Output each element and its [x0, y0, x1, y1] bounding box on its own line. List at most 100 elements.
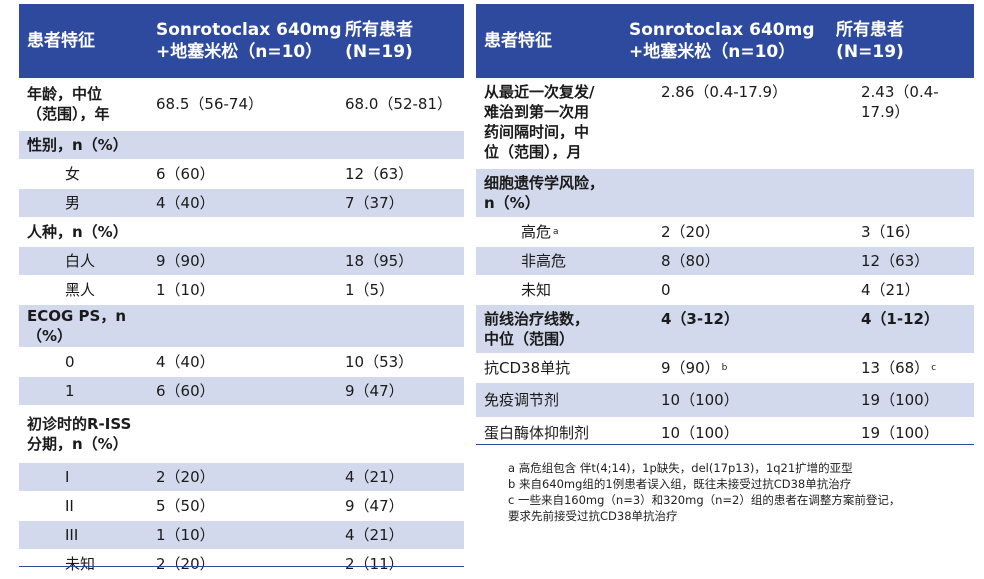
value-all-patients-text: 3（16） — [861, 223, 920, 241]
row-label-text: 免疫调节剂 — [484, 391, 560, 409]
value-all-patients: 9（47） — [345, 377, 404, 405]
row-label: 细胞遗传学风险， n（%） — [484, 169, 604, 217]
value-all-patients: 4（1-12） — [861, 305, 939, 353]
value-sonrotoclax-text: 9（90） — [156, 252, 215, 270]
value-sonrotoclax-text: 9（90） — [661, 359, 720, 377]
footnote-b: b 来自640mg组的1例患者误入组，既往未接受过抗CD38单抗治疗 — [508, 477, 852, 491]
table-row: 男 4（40） 7（37） — [19, 189, 464, 218]
value-all-patients: 13（68） c — [861, 354, 936, 382]
table-row: III 1（10） 4（21） — [19, 521, 464, 550]
row-label-text: 黑人 — [65, 281, 96, 299]
value-all-patients-text: 19（100） — [861, 391, 939, 409]
value-sonrotoclax: 6（60） — [156, 160, 215, 188]
table-row: 黑人 1（10） 1（5） — [19, 276, 464, 305]
value-sonrotoclax: 8（80） — [661, 247, 720, 275]
row-label: 性别，n（%） — [27, 131, 128, 159]
table-row: 蛋白酶体抑制剂 10（100） 19（100） — [476, 418, 974, 449]
row-label-text: 前线治疗线数， 中位（范围） — [484, 310, 590, 348]
value-all-patients: 12（63） — [861, 247, 929, 275]
value-all-patients-text: 4（21） — [345, 526, 404, 544]
header-characteristic: 患者特征 — [27, 4, 95, 78]
value-all-patients: 68.0（52-81） — [345, 78, 452, 130]
row-label-text: 1 — [65, 382, 75, 400]
table-row: 0 4（40） 10（53） — [19, 348, 464, 377]
value-sonrotoclax: 5（50） — [156, 492, 215, 520]
row-label: 1 — [65, 377, 75, 405]
value-sonrotoclax-text: 2（20） — [661, 223, 720, 241]
row-label-text: 人种，n（%） — [27, 223, 128, 241]
table-row: 年龄，中位 （范围），年 68.5（56-74） 68.0（52-81） — [19, 78, 464, 131]
header-text: 所有患者 (N=19) — [345, 20, 413, 62]
table-row: 前线治疗线数， 中位（范围） 4（3-12） 4（1-12） — [476, 305, 974, 354]
row-label: 年龄，中位 （范围），年 — [27, 78, 110, 130]
row-label-text: 男 — [65, 194, 81, 212]
row-label-text: 性别，n（%） — [27, 136, 128, 154]
row-label-text: ECOG PS，n （%） — [27, 307, 127, 345]
left-characteristics-table: 患者特征 Sonrotoclax 640mg +地塞米松（n=10） 所有患者 … — [19, 4, 464, 579]
value-all-patients-text: 9（47） — [345, 497, 404, 515]
value-sonrotoclax-text: 2（20） — [156, 468, 215, 486]
value-sonrotoclax: 1（10） — [156, 276, 215, 304]
value-all-patients: 9（47） — [345, 492, 404, 520]
row-label-text: 抗CD38单抗 — [484, 359, 571, 377]
value-all-patients: 4（21） — [861, 276, 920, 304]
footnotes: a 高危组包含 伴t(4;14)，1p缺失，del(17p13)，1q21扩增的… — [508, 460, 968, 524]
table-row: 人种，n（%） — [19, 218, 464, 247]
value-all-patients: 12（63） — [345, 160, 413, 188]
value-sonrotoclax: 2（20） — [156, 463, 215, 491]
value-all-patients-text: 4（21） — [345, 468, 404, 486]
table-row: ECOG PS，n （%） — [19, 305, 464, 348]
header-all-patients: 所有患者 (N=19) — [836, 4, 904, 78]
row-label: 白人 — [65, 247, 95, 275]
header-text: Sonrotoclax 640mg +地塞米松（n=10） — [156, 20, 342, 62]
value-sonrotoclax-text: 1（10） — [156, 281, 215, 299]
row-label: 未知 — [65, 550, 95, 578]
row-label: ECOG PS，n （%） — [27, 305, 126, 347]
value-all-patients: 18（95） — [345, 247, 413, 275]
header-sonrotoclax: Sonrotoclax 640mg +地塞米松（n=10） — [629, 4, 815, 78]
row-label-text: I — [65, 468, 70, 486]
table-row: 免疫调节剂 10（100） 19（100） — [476, 383, 974, 418]
value-sonrotoclax-text: 0 — [661, 281, 671, 299]
right-bottom-rule — [476, 444, 974, 445]
table-row: 从最近一次复发/ 难治到第一次用 药间隔时间，中 位（范围），月 2.86（0.4… — [476, 78, 974, 169]
value-sonrotoclax-text: 2（20） — [156, 555, 215, 573]
value-all-patients-text: 18（95） — [345, 252, 414, 270]
value-sonrotoclax: 1（10） — [156, 521, 215, 549]
value-all-patients-text: 12（63） — [345, 165, 414, 183]
row-label-text: 女 — [65, 165, 81, 183]
value-all-patients-text: 9（47） — [345, 382, 404, 400]
value-sonrotoclax: 9（90） — [156, 247, 215, 275]
row-label-text: 未知 — [521, 281, 552, 299]
table-row: 初诊时的R-ISS 分期，n（%） — [19, 406, 464, 463]
value-all-patients: 19（100） — [861, 418, 939, 448]
value-all-patients-text: 10（53） — [345, 353, 414, 371]
header-all-patients: 所有患者 (N=19) — [345, 4, 413, 78]
table-row: 细胞遗传学风险， n（%） — [476, 169, 974, 218]
row-label: 人种，n（%） — [27, 218, 128, 246]
value-all-patients-text: 2（11） — [345, 555, 404, 573]
header-characteristic: 患者特征 — [484, 4, 552, 78]
value-all-patients: 4（21） — [345, 463, 404, 491]
value-all-patients: 4（21） — [345, 521, 404, 549]
table-row: 女 6（60） 12（63） — [19, 160, 464, 189]
value-sonrotoclax-text: 8（80） — [661, 252, 720, 270]
table-row: 高危 a 2（20） 3（16） — [476, 218, 974, 247]
row-label: 从最近一次复发/ 难治到第一次用 药间隔时间，中 位（范围），月 — [484, 78, 594, 168]
row-label-text: 白人 — [65, 252, 96, 270]
row-label: III — [65, 521, 78, 549]
value-sonrotoclax-text: 10（100） — [661, 391, 739, 409]
row-label-text: 未知 — [65, 555, 96, 573]
value-sonrotoclax-text: 4（40） — [156, 194, 215, 212]
table-row: 性别，n（%） — [19, 131, 464, 160]
value-all-patients: 7（37） — [345, 189, 404, 217]
header-text: 患者特征 — [484, 31, 552, 51]
table-row: II 5（50） 9（47） — [19, 492, 464, 521]
table-row: 未知 0 4（21） — [476, 276, 974, 305]
row-label: 免疫调节剂 — [484, 383, 559, 417]
row-label: 蛋白酶体抑制剂 — [484, 418, 589, 448]
value-sonrotoclax-text: 6（60） — [156, 382, 215, 400]
value-sonrotoclax-text: 68.5（56-74） — [156, 95, 263, 113]
footnote-c-cont: 要求先前接受过抗CD38单抗治疗 — [508, 509, 678, 523]
header-text: 所有患者 (N=19) — [836, 20, 904, 62]
